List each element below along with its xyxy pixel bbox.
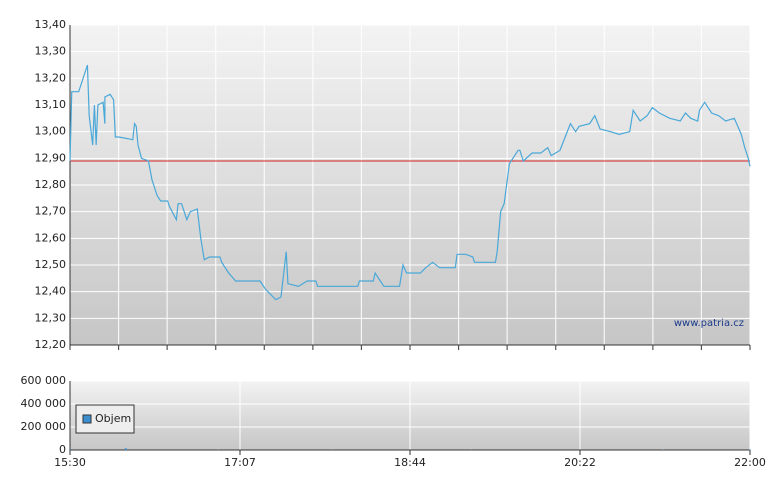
legend-swatch — [82, 414, 92, 424]
watermark: www.patria.cz — [674, 318, 744, 329]
y-tick-label: 12,80 — [35, 178, 67, 191]
legend-label: Objem — [95, 412, 131, 425]
y-tick-label: 12,30 — [35, 311, 67, 324]
price-line — [69, 64, 751, 301]
y-tick-label: 12,50 — [35, 258, 67, 271]
y-tick-label: 13,40 — [35, 18, 67, 31]
x-tick-label: 22:00 — [734, 456, 766, 469]
x-tick-label: 20:22 — [564, 456, 596, 469]
x-tick-label: 15:30 — [54, 456, 86, 469]
y-tick-label: 13,10 — [35, 98, 67, 111]
y-tick-label: 12,20 — [35, 338, 67, 351]
volume-bar — [124, 448, 127, 450]
y-tick-label: 12,70 — [35, 205, 67, 218]
y-tick-label: 400 000 — [21, 397, 67, 410]
y-tick-label: 12,40 — [35, 285, 67, 298]
y-tick-label: 200 000 — [21, 420, 67, 433]
x-tick-label: 18:44 — [394, 456, 426, 469]
y-tick-label: 13,30 — [35, 45, 67, 58]
y-tick-label: 0 — [59, 443, 66, 456]
y-tick-label: 12,90 — [35, 151, 67, 164]
y-tick-label: 13,00 — [35, 125, 67, 138]
x-tick-label: 17:07 — [224, 456, 256, 469]
y-tick-label: 12,60 — [35, 231, 67, 244]
y-tick-label: 13,20 — [35, 71, 67, 84]
y-tick-label: 600 000 — [21, 374, 67, 387]
